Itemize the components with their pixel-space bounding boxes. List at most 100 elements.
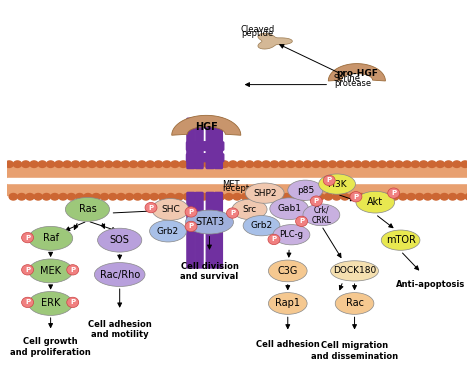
Text: mTOR: mTOR bbox=[386, 235, 416, 245]
Circle shape bbox=[51, 193, 59, 200]
FancyBboxPatch shape bbox=[187, 118, 195, 168]
Circle shape bbox=[30, 161, 38, 167]
Text: P: P bbox=[299, 218, 304, 224]
Circle shape bbox=[303, 161, 312, 167]
Text: P: P bbox=[70, 267, 75, 273]
Circle shape bbox=[254, 161, 262, 167]
Circle shape bbox=[139, 179, 144, 182]
Circle shape bbox=[291, 193, 299, 200]
Circle shape bbox=[63, 161, 71, 167]
Ellipse shape bbox=[330, 261, 379, 281]
Ellipse shape bbox=[310, 196, 322, 206]
Circle shape bbox=[48, 179, 53, 182]
Circle shape bbox=[363, 179, 368, 182]
FancyBboxPatch shape bbox=[195, 192, 203, 268]
Text: pro-HGF: pro-HGF bbox=[336, 69, 378, 78]
Ellipse shape bbox=[288, 180, 323, 200]
Circle shape bbox=[40, 179, 45, 182]
Circle shape bbox=[56, 179, 61, 182]
Circle shape bbox=[332, 193, 341, 200]
Ellipse shape bbox=[67, 297, 79, 308]
Ellipse shape bbox=[28, 226, 73, 250]
Circle shape bbox=[73, 179, 78, 182]
Circle shape bbox=[15, 179, 20, 182]
Circle shape bbox=[346, 179, 351, 182]
Text: PI3K: PI3K bbox=[327, 179, 347, 189]
Ellipse shape bbox=[150, 220, 186, 242]
Text: Cleaved: Cleaved bbox=[241, 25, 275, 34]
Ellipse shape bbox=[323, 175, 335, 186]
Circle shape bbox=[365, 193, 374, 200]
Circle shape bbox=[297, 179, 301, 182]
Circle shape bbox=[65, 179, 70, 182]
Text: Src: Src bbox=[242, 205, 257, 214]
Circle shape bbox=[214, 179, 219, 182]
Circle shape bbox=[388, 179, 393, 182]
Circle shape bbox=[217, 193, 225, 200]
Ellipse shape bbox=[28, 291, 73, 315]
Circle shape bbox=[391, 193, 399, 200]
Circle shape bbox=[46, 161, 55, 167]
Circle shape bbox=[322, 179, 327, 182]
Text: Raf: Raf bbox=[43, 233, 59, 243]
Circle shape bbox=[255, 179, 260, 182]
Circle shape bbox=[196, 161, 204, 167]
Circle shape bbox=[337, 161, 345, 167]
Circle shape bbox=[134, 193, 142, 200]
Ellipse shape bbox=[98, 228, 142, 252]
Circle shape bbox=[262, 161, 270, 167]
Circle shape bbox=[42, 193, 51, 200]
Circle shape bbox=[5, 161, 13, 167]
Circle shape bbox=[407, 193, 415, 200]
Text: STAT3: STAT3 bbox=[195, 217, 224, 227]
Circle shape bbox=[67, 193, 75, 200]
Ellipse shape bbox=[94, 263, 145, 287]
Circle shape bbox=[338, 179, 343, 182]
Text: P: P bbox=[25, 299, 30, 305]
Circle shape bbox=[461, 161, 469, 167]
Circle shape bbox=[198, 179, 202, 182]
Text: SHP2: SHP2 bbox=[253, 189, 276, 198]
Text: P: P bbox=[189, 224, 194, 229]
Text: Crk/
CRKL: Crk/ CRKL bbox=[311, 205, 331, 225]
Ellipse shape bbox=[22, 297, 34, 308]
Circle shape bbox=[146, 161, 154, 167]
Circle shape bbox=[264, 179, 268, 182]
Circle shape bbox=[92, 193, 100, 200]
Circle shape bbox=[156, 179, 161, 182]
Circle shape bbox=[220, 161, 229, 167]
Ellipse shape bbox=[273, 225, 310, 245]
Text: receptor: receptor bbox=[222, 184, 258, 193]
Circle shape bbox=[200, 193, 208, 200]
Text: P: P bbox=[354, 194, 358, 200]
Circle shape bbox=[274, 193, 283, 200]
Circle shape bbox=[179, 161, 187, 167]
Circle shape bbox=[22, 161, 30, 167]
Circle shape bbox=[378, 161, 386, 167]
Text: Cell division
and survival: Cell division and survival bbox=[181, 262, 238, 281]
Circle shape bbox=[13, 161, 22, 167]
Ellipse shape bbox=[268, 260, 307, 282]
Circle shape bbox=[98, 179, 103, 182]
Circle shape bbox=[279, 161, 287, 167]
Circle shape bbox=[457, 193, 465, 200]
Circle shape bbox=[154, 161, 163, 167]
Circle shape bbox=[465, 193, 474, 200]
Ellipse shape bbox=[28, 259, 73, 283]
Circle shape bbox=[117, 193, 125, 200]
Text: P: P bbox=[25, 235, 30, 241]
Circle shape bbox=[55, 161, 63, 167]
Circle shape bbox=[38, 161, 46, 167]
Circle shape bbox=[82, 179, 86, 182]
Circle shape bbox=[380, 179, 384, 182]
Text: Serine: Serine bbox=[334, 74, 361, 83]
Circle shape bbox=[428, 161, 436, 167]
Circle shape bbox=[208, 193, 217, 200]
Circle shape bbox=[395, 161, 403, 167]
Circle shape bbox=[324, 193, 332, 200]
Circle shape bbox=[115, 179, 119, 182]
Circle shape bbox=[308, 193, 316, 200]
Circle shape bbox=[26, 193, 34, 200]
Ellipse shape bbox=[388, 188, 400, 198]
Ellipse shape bbox=[232, 199, 267, 219]
